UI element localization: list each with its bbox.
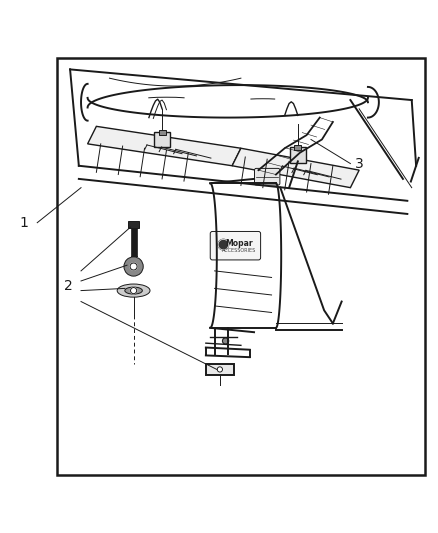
- Bar: [131, 229, 137, 255]
- Text: 1: 1: [20, 216, 28, 230]
- Circle shape: [131, 287, 137, 294]
- Bar: [128, 221, 139, 229]
- Bar: [154, 132, 170, 147]
- Ellipse shape: [125, 287, 142, 294]
- Bar: [57, 59, 425, 474]
- Circle shape: [223, 338, 229, 344]
- Bar: [294, 145, 301, 150]
- Polygon shape: [232, 148, 359, 188]
- Text: ACCESSORIES: ACCESSORIES: [222, 248, 256, 253]
- Bar: [206, 364, 234, 375]
- FancyBboxPatch shape: [254, 168, 280, 185]
- Polygon shape: [88, 126, 241, 166]
- Circle shape: [218, 239, 229, 250]
- Bar: [159, 130, 166, 135]
- Text: 2: 2: [64, 279, 72, 293]
- FancyBboxPatch shape: [210, 231, 261, 260]
- Text: 3: 3: [355, 157, 364, 171]
- Bar: [290, 147, 306, 163]
- Text: Mopar: Mopar: [225, 239, 253, 248]
- Ellipse shape: [117, 284, 150, 297]
- Circle shape: [130, 263, 137, 270]
- Circle shape: [217, 367, 223, 372]
- Circle shape: [124, 257, 143, 276]
